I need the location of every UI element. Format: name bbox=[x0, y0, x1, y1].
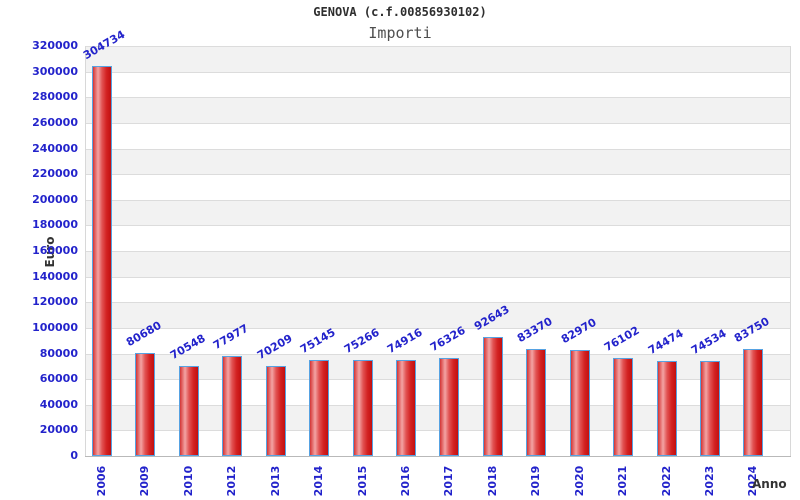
bar bbox=[135, 352, 156, 456]
bar bbox=[613, 358, 634, 456]
gridline bbox=[85, 46, 791, 47]
plot-band bbox=[85, 71, 791, 98]
bar bbox=[265, 366, 286, 456]
plot-band bbox=[85, 327, 791, 354]
bar bbox=[439, 358, 460, 456]
gridline bbox=[85, 225, 791, 227]
gridline bbox=[85, 430, 791, 432]
plot-band bbox=[85, 97, 791, 123]
x-tick-label: 2023 bbox=[703, 465, 717, 497]
gridline bbox=[85, 302, 791, 304]
bar bbox=[569, 349, 590, 456]
gridline bbox=[85, 148, 791, 150]
y-tick-label: 140000 bbox=[32, 269, 78, 283]
plot-band bbox=[85, 302, 791, 328]
x-axis-title: Anno bbox=[752, 477, 787, 491]
y-tick-label: 120000 bbox=[32, 295, 78, 309]
plot-band bbox=[85, 199, 791, 226]
gridline bbox=[85, 327, 791, 329]
y-tick-label: 60000 bbox=[39, 372, 78, 386]
y-tick-label: 0 bbox=[70, 449, 78, 462]
x-tick-label: 2018 bbox=[485, 465, 499, 497]
bar bbox=[92, 65, 112, 456]
y-tick-label: 220000 bbox=[32, 167, 78, 181]
plot-band bbox=[85, 122, 791, 149]
y-tick-label: 160000 bbox=[32, 244, 78, 257]
plot-band bbox=[85, 46, 791, 72]
y-tick-label: 260000 bbox=[32, 115, 78, 129]
x-tick-label: 2013 bbox=[268, 465, 282, 497]
gridline bbox=[85, 97, 791, 99]
x-tick-label: 2022 bbox=[659, 465, 673, 497]
gridline bbox=[85, 122, 791, 124]
y-tick-label: 40000 bbox=[39, 397, 78, 411]
chart-subtitle: Importi bbox=[368, 24, 432, 42]
x-tick-label: 2014 bbox=[312, 465, 326, 497]
gridline bbox=[85, 251, 791, 252]
bar bbox=[222, 356, 243, 456]
gridline bbox=[85, 456, 791, 457]
y-tick-label: 100000 bbox=[32, 320, 78, 334]
x-tick-label: 2006 bbox=[95, 465, 108, 497]
x-tick-label: 2016 bbox=[399, 465, 412, 497]
y-tick-label: 20000 bbox=[39, 423, 78, 437]
bar bbox=[309, 359, 330, 456]
x-tick-label: 2019 bbox=[529, 465, 543, 497]
bar bbox=[482, 337, 503, 456]
y-tick-label: 280000 bbox=[32, 90, 78, 104]
gridline bbox=[85, 276, 791, 278]
bar bbox=[526, 349, 547, 456]
chart-title: GENOVA (c.f.00856930102) bbox=[313, 5, 487, 19]
gridline bbox=[85, 199, 791, 201]
y-tick-label: 300000 bbox=[32, 64, 78, 78]
plot-band bbox=[85, 276, 791, 303]
y-tick-label: 180000 bbox=[32, 218, 78, 232]
x-tick-label: 2020 bbox=[572, 465, 586, 497]
y-tick-label: 240000 bbox=[32, 141, 78, 155]
gridline bbox=[85, 379, 791, 381]
bar bbox=[700, 360, 721, 456]
plot-band bbox=[85, 251, 791, 277]
bar bbox=[743, 348, 764, 456]
plot-band bbox=[85, 174, 791, 200]
plot-right-edge bbox=[790, 46, 791, 456]
gridline bbox=[85, 174, 791, 176]
plot-band bbox=[85, 148, 791, 175]
gridline bbox=[85, 353, 791, 355]
gridline bbox=[85, 404, 791, 406]
bar bbox=[656, 360, 677, 456]
bar bbox=[396, 360, 416, 456]
x-tick-label: 2021 bbox=[616, 465, 630, 497]
x-tick-label: 2009 bbox=[138, 465, 152, 497]
plot-band bbox=[85, 225, 791, 251]
plot-left-edge bbox=[85, 46, 86, 456]
bar bbox=[178, 365, 199, 456]
y-tick-label: 200000 bbox=[32, 192, 78, 206]
x-tick-label: 2015 bbox=[355, 465, 369, 497]
x-tick-label: 2010 bbox=[181, 465, 195, 497]
bar bbox=[352, 359, 373, 456]
x-tick-label: 2017 bbox=[442, 465, 456, 497]
gridline bbox=[85, 71, 791, 73]
x-tick-label: 2012 bbox=[225, 465, 239, 497]
y-tick-label: 80000 bbox=[39, 346, 78, 360]
y-tick-label: 320000 bbox=[32, 39, 78, 52]
